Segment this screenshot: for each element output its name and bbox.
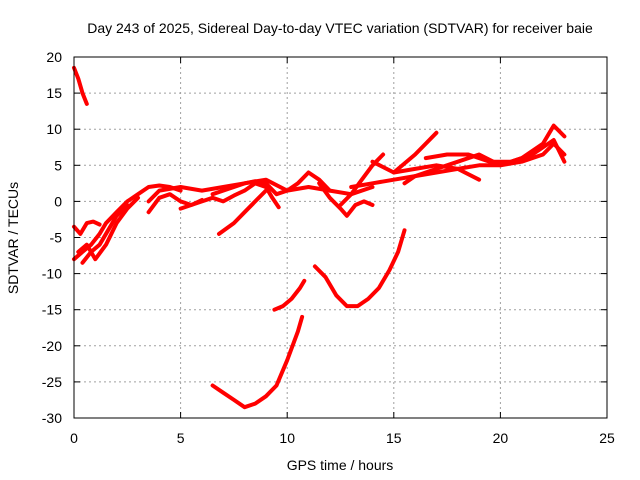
grid-lines	[74, 57, 607, 418]
chart-title: Day 243 of 2025, Sidereal Day-to-day VTE…	[87, 20, 593, 36]
y-tick-label: -5	[50, 230, 63, 246]
series-arc-16	[391, 130, 439, 175]
y-tick-label: -25	[42, 374, 62, 390]
series-arc-11	[263, 185, 281, 210]
series-arc-15	[370, 159, 482, 182]
series-arc-21	[312, 228, 407, 309]
y-tick-label: -20	[42, 338, 62, 354]
y-tick-label: 0	[54, 193, 62, 209]
series-arc-20	[272, 278, 307, 312]
series-arc-12	[317, 181, 375, 218]
series-arc-10	[217, 188, 268, 236]
y-tick-label: -10	[42, 266, 62, 282]
series-arc-14	[349, 141, 567, 189]
x-tick-label: 15	[386, 430, 402, 446]
data-series-layer	[72, 65, 567, 410]
series-arc-1	[72, 65, 89, 106]
x-axis-title: GPS time / hours	[287, 457, 394, 473]
series-arc-2	[72, 219, 102, 236]
y-tick-label: -30	[42, 410, 62, 426]
y-tick-label: -15	[42, 302, 62, 318]
series-arc-4	[76, 195, 140, 262]
y-tick-label: 15	[46, 85, 62, 101]
y-tick-label: 20	[46, 49, 62, 65]
series-arc-19	[210, 314, 305, 410]
y-axis-title: SDTVAR / TECUs	[5, 182, 21, 294]
series-arc-5	[80, 203, 130, 265]
x-tick-label: 25	[599, 430, 615, 446]
x-tick-label: 10	[279, 430, 295, 446]
series-arc-9	[210, 170, 332, 197]
x-tick-label: 0	[70, 430, 78, 446]
axis-tick-labels: 0 5 10 15 20 25 -30 -25 -20 -15 -10 -5 0 5 10 15 20	[42, 49, 615, 446]
y-tick-label: 5	[54, 157, 62, 173]
series-arc-18	[423, 138, 567, 164]
y-tick-label: 10	[46, 121, 62, 137]
x-tick-label: 20	[493, 430, 509, 446]
x-tick-label: 5	[177, 430, 185, 446]
series-arc-8	[178, 181, 268, 211]
axis-ticks	[73, 56, 608, 419]
